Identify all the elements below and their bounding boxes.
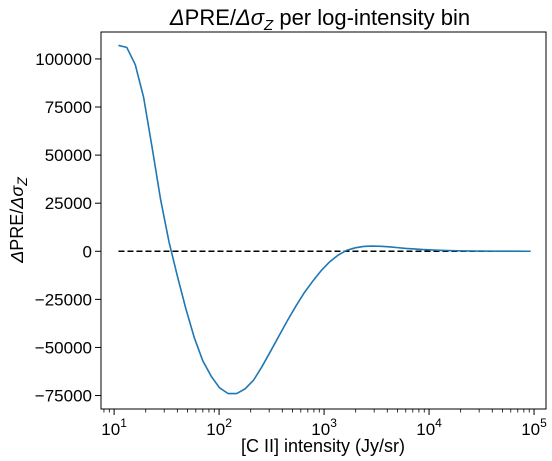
- ylabel-subscript: Z: [14, 177, 30, 187]
- y-tick-label: 0: [83, 242, 92, 261]
- title-delta-1: Δ: [169, 5, 185, 30]
- ylabel-word: PRE/: [7, 209, 27, 251]
- y-tick-label: −50000: [35, 338, 92, 357]
- series-layer: [118, 44, 531, 395]
- y-tick-label: −25000: [35, 290, 92, 309]
- ylabel-delta-2: Δ: [7, 197, 27, 210]
- y-tick-label: 75000: [45, 98, 92, 117]
- ylabel-sigma: σ: [7, 185, 27, 197]
- y-tick-label: 100000: [35, 50, 92, 69]
- title-word: PRE/: [185, 5, 237, 30]
- ylabel-delta-1: Δ: [7, 251, 27, 264]
- y-tick-label: 25000: [45, 194, 92, 213]
- title-rest: per log-intensity bin: [273, 5, 470, 30]
- x-tick-label: 101: [101, 416, 127, 439]
- x-axis-ticks: 101 102 103 104 105: [101, 409, 547, 439]
- plot-frame: [100, 31, 547, 410]
- title-delta-2: Δ: [235, 5, 251, 30]
- y-axis-label: ΔPRE/ΔσZ: [7, 177, 30, 264]
- y-axis-ticks: −75000 −50000 −25000 0 25000 50000 75000 100000: [35, 50, 101, 406]
- x-tick-label: 103: [311, 416, 337, 439]
- x-tick-label: 105: [521, 416, 547, 439]
- y-tick-label: 50000: [45, 146, 92, 165]
- series-line-0: [118, 44, 531, 395]
- title-subscript: Z: [263, 17, 274, 34]
- title-sigma: σ: [251, 5, 265, 30]
- chart-title: ΔPRE/ΔσZ per log-intensity bin: [169, 5, 470, 34]
- x-axis-label: [C II] intensity (Jy/sr): [241, 436, 405, 456]
- x-tick-label: 104: [416, 416, 442, 439]
- y-tick-label: −75000: [35, 387, 92, 406]
- x-tick-label: 102: [206, 416, 232, 439]
